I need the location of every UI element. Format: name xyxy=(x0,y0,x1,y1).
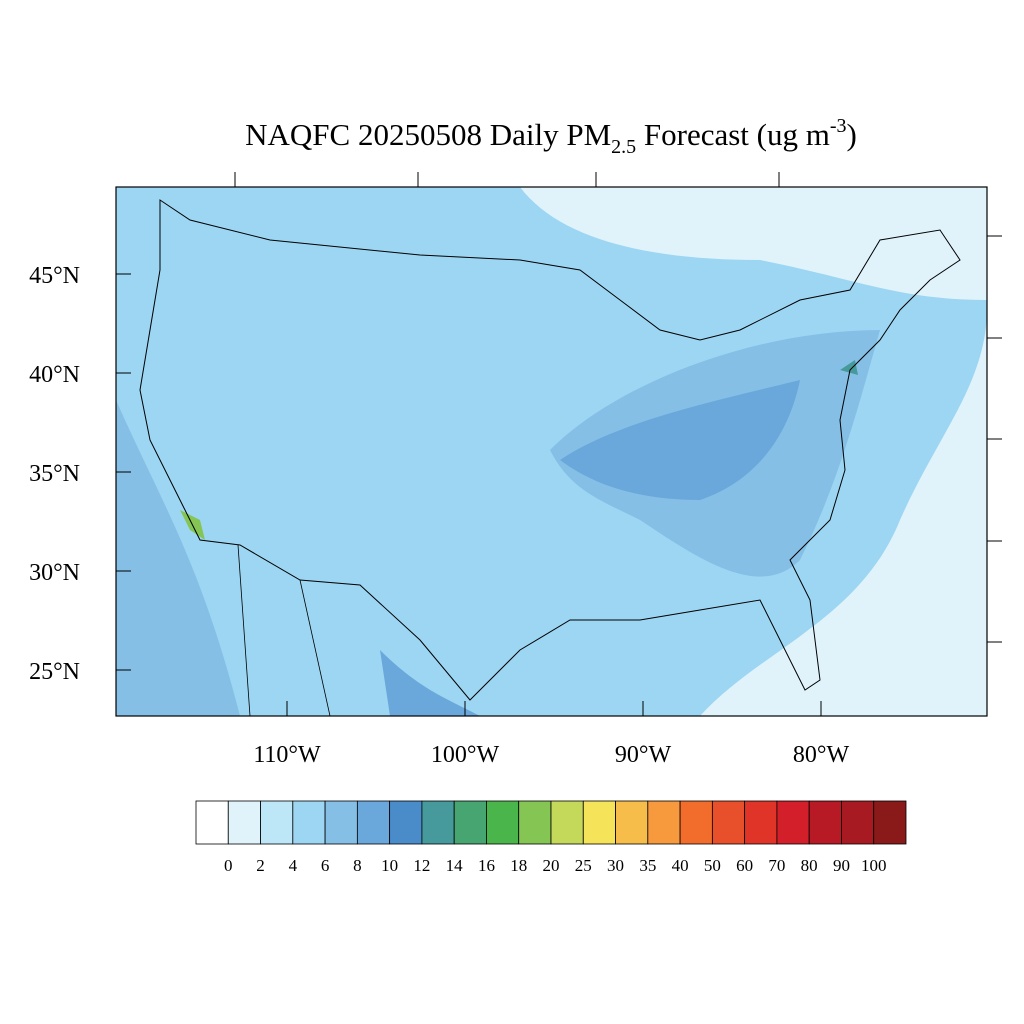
colorbar-box xyxy=(550,800,584,845)
colorbar-label: 6 xyxy=(321,856,330,875)
colorbar-label: 0 xyxy=(224,856,233,875)
colorbar-box xyxy=(679,800,713,845)
colorbar-label: 90 xyxy=(833,856,850,875)
colorbar-label: 2 xyxy=(256,856,265,875)
title-middle: Forecast (ug m xyxy=(636,117,830,152)
colorbar-label: 60 xyxy=(736,856,753,875)
colorbar-box xyxy=(808,800,842,845)
colorbar-box xyxy=(421,800,455,845)
title-subscript: 2.5 xyxy=(611,136,636,158)
colorbar-label: 16 xyxy=(478,856,495,875)
lat-tick-label: 25°N xyxy=(29,659,80,685)
colorbar-box xyxy=(582,800,616,845)
frame-ticks xyxy=(234,172,1002,643)
colorbar-label: 35 xyxy=(639,856,656,875)
colorbar-label: 70 xyxy=(768,856,785,875)
lon-tick-label: 100°W xyxy=(431,742,500,768)
colorbar-label: 14 xyxy=(446,856,464,875)
colorbar-box xyxy=(711,800,746,845)
colorbar-label: 18 xyxy=(510,856,527,875)
colorbar-box xyxy=(615,800,649,845)
colorbar-box xyxy=(389,800,423,845)
title-end: ) xyxy=(847,117,857,152)
lon-tick-label: 90°W xyxy=(615,742,672,768)
lat-tick-label: 45°N xyxy=(29,263,80,289)
lat-tick-label: 30°N xyxy=(29,560,80,586)
colorbar-box xyxy=(518,800,552,845)
colorbar-label: 25 xyxy=(575,856,592,875)
colorbar-box xyxy=(744,800,778,845)
map-frame xyxy=(115,186,988,717)
colorbar-label: 30 xyxy=(607,856,624,875)
colorbar-box xyxy=(324,800,358,845)
colorbar-box xyxy=(227,800,261,845)
colorbar-label: 12 xyxy=(413,856,430,875)
title-superscript: -3 xyxy=(830,115,847,137)
title: NAQFC 20250508 Daily PM2.5 Forecast (ug … xyxy=(245,115,857,158)
colorbar-box xyxy=(356,800,391,845)
lat-tick-label: 40°N xyxy=(29,362,80,388)
colorbar-label: 4 xyxy=(289,856,298,875)
colorbar-box xyxy=(647,800,681,845)
lat-tick-label: 35°N xyxy=(29,461,80,487)
colorbar-label: 20 xyxy=(543,856,560,875)
colorbar-label: 50 xyxy=(704,856,721,875)
colorbar-box xyxy=(486,800,520,845)
colorbar-box xyxy=(195,800,229,845)
map-field xyxy=(116,187,987,716)
title-main: NAQFC 20250508 Daily PM xyxy=(245,117,611,152)
colorbar-label: 8 xyxy=(353,856,362,875)
lon-tick-label: 80°W xyxy=(793,742,850,768)
colorbar-box xyxy=(776,800,810,845)
colorbar-box xyxy=(873,800,907,845)
colorbar-label: 40 xyxy=(672,856,689,875)
colorbar-label: 80 xyxy=(801,856,818,875)
colorbar-box xyxy=(841,800,875,845)
colorbar-box xyxy=(292,800,326,845)
colorbar-box xyxy=(453,800,487,845)
lon-tick-label: 110°W xyxy=(253,742,321,768)
colorbar-label: 100 xyxy=(861,856,887,875)
colorbar-label: 10 xyxy=(381,856,398,875)
colorbar-box xyxy=(260,800,294,845)
